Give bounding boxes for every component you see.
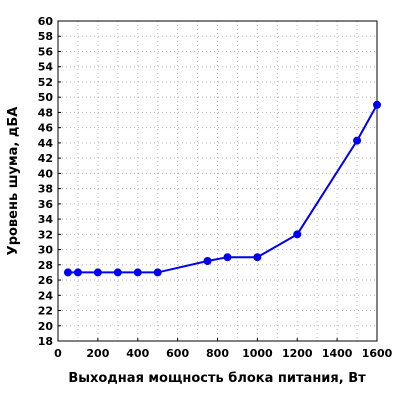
data-point	[113, 268, 122, 277]
x-tick-label: 1000	[242, 347, 273, 360]
y-tick-label: 38	[38, 183, 53, 196]
y-tick-label: 32	[38, 228, 53, 241]
data-point	[73, 268, 82, 277]
x-tick-label: 400	[126, 347, 149, 360]
y-tick-label: 24	[38, 289, 54, 302]
data-point	[203, 257, 212, 265]
x-tick-label: 600	[166, 347, 189, 360]
y-tick-label: 50	[38, 91, 54, 104]
y-tick-label: 20	[38, 320, 54, 333]
x-tick-label: 800	[206, 347, 229, 360]
y-tick-label: 30	[38, 244, 54, 257]
grid	[58, 21, 377, 341]
series-layer	[63, 100, 381, 277]
y-tick-label: 28	[38, 259, 53, 272]
y-axis-ticks: 18 20 22 24 26 28 30 32 34 36 38 40 42 44 46 48 50 52 54 56…	[38, 15, 61, 348]
x-tick-label: 1600	[362, 347, 393, 360]
data-point	[153, 268, 162, 277]
y-tick-label: 48	[38, 106, 53, 119]
y-axis-title: Уровень шума, дБА	[6, 107, 21, 256]
x-tick-label: 1200	[282, 347, 313, 360]
y-tick-label: 58	[38, 30, 53, 43]
x-tick-label: 0	[54, 347, 62, 360]
y-tick-label: 34	[38, 213, 54, 226]
data-point	[373, 100, 381, 109]
y-tick-label: 22	[38, 305, 53, 318]
y-tick-label: 26	[38, 274, 54, 287]
y-tick-label: 52	[38, 76, 53, 89]
x-tick-label: 200	[86, 347, 109, 360]
data-point	[63, 268, 72, 277]
y-tick-label: 42	[38, 152, 53, 165]
y-tick-label: 56	[38, 45, 54, 58]
x-axis-ticks: 0 200 400 600 800 1000 1200 1400 1600	[54, 338, 393, 360]
y-tick-label: 46	[38, 122, 54, 135]
data-point	[133, 268, 142, 277]
y-tick-label: 40	[38, 167, 54, 180]
data-point	[253, 253, 262, 262]
y-tick-label: 18	[38, 335, 53, 348]
y-tick-label: 44	[38, 137, 54, 150]
y-tick-label: 60	[38, 15, 54, 28]
data-point	[93, 268, 102, 277]
data-point	[353, 136, 362, 145]
x-axis-title: Выходная мощность блока питания, Вт	[68, 371, 366, 386]
data-point	[223, 253, 232, 262]
data-point	[293, 230, 302, 239]
x-tick-label: 1400	[322, 347, 353, 360]
y-tick-label: 54	[38, 61, 54, 74]
y-tick-label: 36	[38, 198, 54, 211]
